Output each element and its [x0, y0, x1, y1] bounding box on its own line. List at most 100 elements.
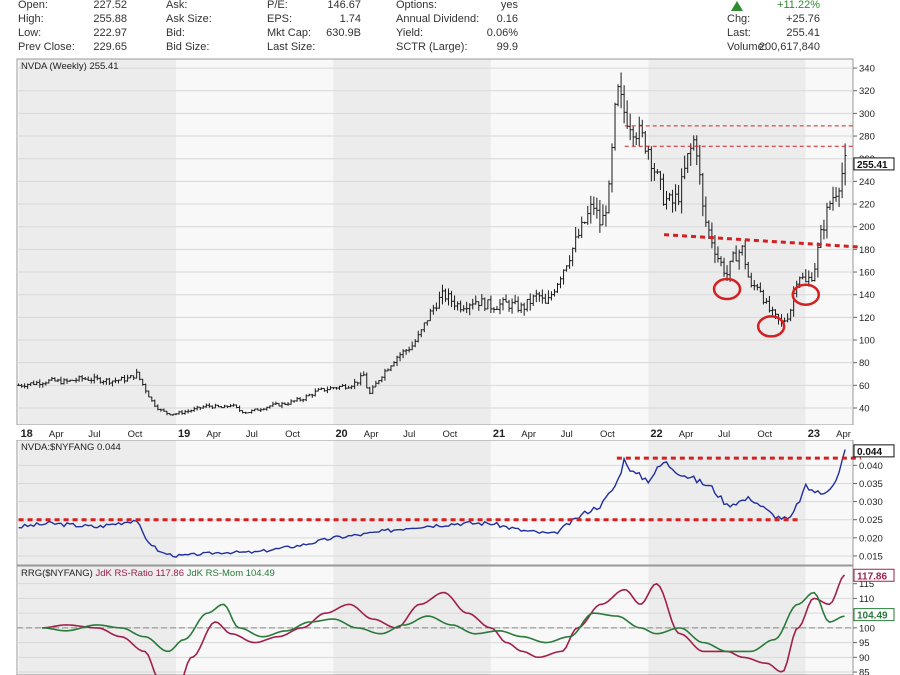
panel-border — [16, 565, 854, 675]
x-axis-label: 20 — [335, 428, 347, 440]
quote-value: 222.97 — [93, 27, 127, 39]
quote-label: Options: — [396, 0, 437, 11]
quote-value: 229.65 — [93, 41, 127, 53]
ratio-line — [18, 449, 846, 558]
last-value-label: 0.044 — [857, 447, 882, 458]
y-tick-label: 90 — [859, 653, 870, 664]
y-tick-label: 340 — [859, 64, 875, 75]
last-value-box — [853, 608, 895, 622]
rrg-series-line — [42, 574, 846, 675]
rrg-legend-series: JdK RS-Ratio 117.86 — [95, 568, 186, 579]
quote-label: Yield: — [396, 27, 424, 39]
x-axis-label: 21 — [493, 428, 505, 440]
last-value-label: 255.41 — [857, 160, 888, 171]
y-tick-label: 180 — [859, 245, 875, 256]
y-tick-label: 85 — [859, 668, 870, 675]
quote-label: Prev Close: — [18, 41, 75, 53]
y-tick-label: 115 — [859, 579, 874, 590]
price-legend: NVDA (Weekly) 255.41 — [21, 61, 119, 72]
year-band — [805, 59, 853, 425]
y-tick-label: 0.040 — [859, 461, 883, 472]
pattern-circle — [712, 277, 742, 301]
quote-label: EPS: — [267, 13, 293, 25]
last-value-label: 117.86 — [857, 571, 887, 582]
year-band — [490, 440, 649, 565]
quote-label: P/E: — [267, 0, 288, 11]
quote-label: Bid: — [166, 27, 185, 39]
y-tick-label: 0.035 — [859, 479, 883, 490]
rrg-legend-prefix: RRG($NYFANG) — [21, 568, 95, 579]
year-band — [333, 59, 491, 425]
rrg-legend-series: JdK RS-Mom 104.49 — [187, 568, 275, 579]
y-tick-label: 280 — [859, 132, 875, 143]
y-tick-label: 140 — [859, 290, 875, 301]
year-band — [333, 440, 491, 565]
up-triangle-icon — [731, 1, 743, 11]
x-axis-label: 23 — [808, 428, 820, 440]
x-axis-label: 22 — [650, 428, 662, 440]
x-axis-label: Oct — [128, 429, 143, 440]
year-band — [648, 440, 806, 565]
quote-label: Last Size: — [267, 41, 316, 53]
ratio-legend: NVDA:$NYFANG 0.044 — [21, 442, 121, 453]
last-value-label: 104.49 — [857, 611, 888, 622]
quote-value: 630.9B — [326, 27, 361, 39]
neckline-dashed-line — [663, 233, 861, 249]
last-value-box — [853, 568, 895, 582]
year-band — [490, 566, 649, 675]
quote-value: 227.52 — [93, 0, 127, 11]
quote-label: High: — [18, 13, 44, 25]
y-tick-label: 240 — [859, 177, 875, 188]
quote-label: Open: — [18, 0, 48, 11]
year-band — [490, 59, 649, 425]
quote-label: SCTR (Large): — [396, 41, 468, 53]
quote-label: Bid Size: — [166, 41, 210, 53]
y-tick-label: 200 — [859, 222, 875, 233]
x-axis-label: Apr — [679, 429, 694, 440]
y-tick-label: 120 — [859, 313, 875, 324]
y-tick-label: 110 — [859, 594, 874, 605]
y-tick-label: 95 — [859, 638, 870, 649]
quote-label: Mkt Cap: — [267, 27, 312, 39]
quote-value: 255.41 — [786, 27, 820, 39]
y-tick-label: 0.015 — [859, 551, 883, 562]
quote-label: Annual Dividend: — [396, 13, 480, 25]
x-axis-label: Oct — [600, 429, 615, 440]
y-tick-label: 160 — [859, 268, 875, 279]
quote-label: Low: — [18, 27, 42, 39]
y-tick-label: 40 — [859, 404, 870, 415]
pattern-circle — [756, 315, 786, 338]
year-band — [176, 440, 334, 565]
x-axis-label: 19 — [178, 428, 190, 440]
quote-value: +11.22% — [777, 0, 820, 11]
year-band — [176, 59, 334, 425]
year-band — [18, 566, 177, 675]
y-tick-label: 80 — [859, 358, 870, 369]
quote-label: Chg: — [727, 13, 751, 25]
quote-value: 0.06% — [486, 27, 518, 39]
x-axis-label: Apr — [206, 429, 221, 440]
year-band — [333, 566, 491, 675]
pattern-circle — [791, 283, 821, 306]
last-value-box — [853, 157, 895, 171]
x-axis-label: 18 — [21, 428, 33, 440]
x-axis-label: Jul — [88, 429, 100, 440]
rrg-legend: RRG($NYFANG) JdK RS-Ratio 117.86 JdK RS-… — [21, 568, 275, 579]
quote-value: 1.74 — [339, 13, 361, 25]
x-axis-label: Jul — [246, 429, 258, 440]
quote-label: Ask Size: — [166, 13, 212, 25]
y-tick-label: 100 — [859, 623, 875, 634]
y-tick-label: 60 — [859, 381, 870, 392]
last-value-box — [853, 444, 895, 458]
y-tick-label: 320 — [859, 86, 875, 97]
year-band — [648, 59, 806, 425]
quote-value: 146.67 — [327, 0, 361, 11]
quote-value: 0.16 — [496, 13, 518, 25]
quote-value: +25.76 — [786, 13, 820, 25]
x-axis-label: Oct — [443, 429, 458, 440]
x-axis-label: Oct — [285, 429, 300, 440]
x-axis-label: Jul — [403, 429, 415, 440]
x-axis-label: Apr — [364, 429, 379, 440]
x-axis-label: Apr — [49, 429, 64, 440]
x-axis-label: Apr — [521, 429, 536, 440]
